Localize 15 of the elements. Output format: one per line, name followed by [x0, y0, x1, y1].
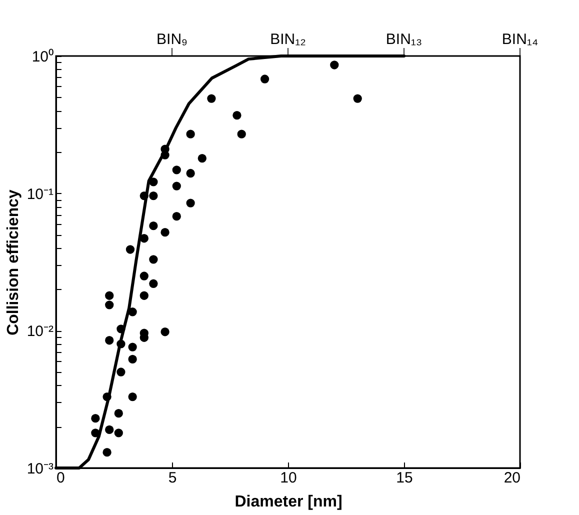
y-tick-label: 10⁻² [26, 323, 54, 340]
text: BIN₁₄ [502, 31, 538, 48]
text: BIN₁₂ [270, 31, 306, 48]
text: BIN₉ [156, 31, 188, 48]
x-tick-label: 10 [280, 470, 297, 486]
x-tick-label: 20 [504, 470, 520, 486]
y-tick-label: 10⁻³ [26, 460, 54, 478]
x-tick-label: 15 [396, 470, 413, 486]
text: BIN₁₃ [386, 31, 422, 48]
y-tick-label: 10⁰ [32, 48, 54, 66]
y-tick-label: 10⁻¹ [26, 186, 54, 203]
x-axis-title: Diameter [nm] [234, 494, 342, 510]
y-axis-title: Collision efficiency [4, 189, 22, 336]
x-tick-label: 5 [168, 470, 177, 486]
x-tick-label: 0 [56, 470, 65, 486]
